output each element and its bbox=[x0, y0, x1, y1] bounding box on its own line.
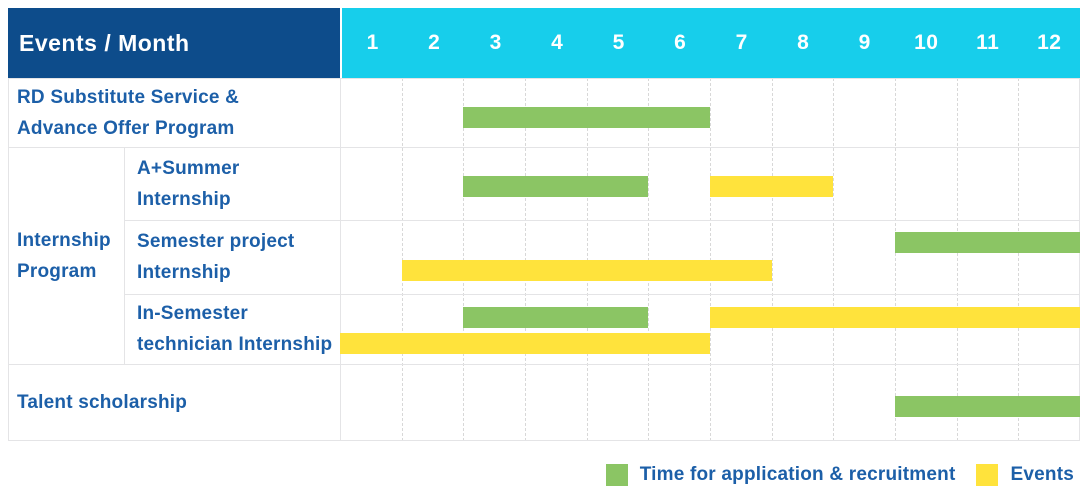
row-separator-line bbox=[8, 78, 1080, 79]
month-gridline bbox=[771, 78, 773, 441]
month-gridline bbox=[833, 78, 835, 441]
month-header-7: 7 bbox=[735, 31, 748, 54]
month-gridline bbox=[525, 78, 526, 441]
legend-label-event: Events bbox=[1010, 464, 1074, 485]
column-separator-line bbox=[340, 78, 341, 441]
month-gridline bbox=[648, 78, 650, 441]
bar-event-months-7-12 bbox=[710, 307, 1080, 328]
month-header-9: 9 bbox=[858, 31, 871, 54]
bar-recruitment-months-10-12 bbox=[895, 232, 1080, 253]
month-header-3: 3 bbox=[489, 31, 502, 54]
bar-event-months-1-6 bbox=[340, 333, 710, 354]
month-header-8: 8 bbox=[797, 31, 810, 54]
month-gridline bbox=[463, 78, 465, 441]
row-separator-line bbox=[124, 220, 1080, 221]
month-header-1: 1 bbox=[366, 31, 379, 54]
gantt-table: Events / Month 1 2 3 4 5 6 7 8 9 10 11 12 RD Substi… bbox=[8, 8, 1080, 441]
group-label-internship-program: Internship Program bbox=[17, 229, 111, 282]
row-label-talent-scholarship: Talent scholarship bbox=[17, 392, 188, 413]
bar-recruitment-months-3-5 bbox=[463, 307, 649, 328]
row-separator-line bbox=[124, 294, 1080, 295]
bar-event-months-7-8 bbox=[710, 176, 834, 197]
bar-recruitment-months-3-6 bbox=[463, 107, 710, 128]
header-title: Events / Month bbox=[19, 29, 190, 56]
legend-item-event: Events bbox=[976, 464, 1074, 486]
month-header-2: 2 bbox=[428, 31, 441, 54]
month-header-12: 12 bbox=[1037, 31, 1062, 54]
month-gridline bbox=[401, 78, 403, 441]
legend-swatch-event bbox=[976, 464, 999, 486]
bar-event-months-2-7 bbox=[401, 260, 772, 281]
month-header-10: 10 bbox=[914, 31, 939, 54]
events-month-header-cell: Events / Month bbox=[8, 8, 340, 78]
legend: Time for application & recruitment Events bbox=[605, 462, 1074, 488]
row-label-rd-substitute-service: RD Substitute Service & Advance Offer Pr… bbox=[17, 86, 240, 139]
row-label-a-plus-summer-internship: A+Summer Internship bbox=[137, 157, 240, 210]
legend-swatch-recruitment bbox=[605, 464, 628, 486]
month-gridline bbox=[895, 78, 896, 441]
row-separator-line bbox=[8, 147, 1080, 148]
month-header-11: 11 bbox=[976, 31, 1000, 54]
row-separator-line bbox=[8, 440, 1080, 441]
month-header-row: 1 2 3 4 5 6 7 8 9 10 11 12 bbox=[342, 8, 1080, 78]
bar-recruitment-months-3-5 bbox=[463, 176, 649, 197]
month-gridline bbox=[586, 78, 588, 441]
column-separator-line bbox=[124, 147, 125, 364]
legend-item-recruitment: Time for application & recruitment bbox=[605, 464, 956, 486]
row-separator-line bbox=[8, 364, 1080, 365]
row-label-in-semester-technician-internship: In-Semester technician Internship bbox=[137, 303, 333, 355]
month-header-4: 4 bbox=[551, 31, 564, 54]
bar-recruitment-months-10-12 bbox=[895, 396, 1080, 417]
column-separator-line bbox=[8, 78, 9, 441]
month-gridline bbox=[710, 78, 711, 441]
legend-label-recruitment: Time for application & recruitment bbox=[639, 464, 956, 485]
row-label-semester-project-internship: Semester project Internship bbox=[137, 231, 295, 283]
month-gridline bbox=[1018, 78, 1020, 441]
month-header-5: 5 bbox=[612, 31, 625, 54]
month-gridline bbox=[956, 78, 958, 441]
month-header-6: 6 bbox=[674, 31, 687, 54]
